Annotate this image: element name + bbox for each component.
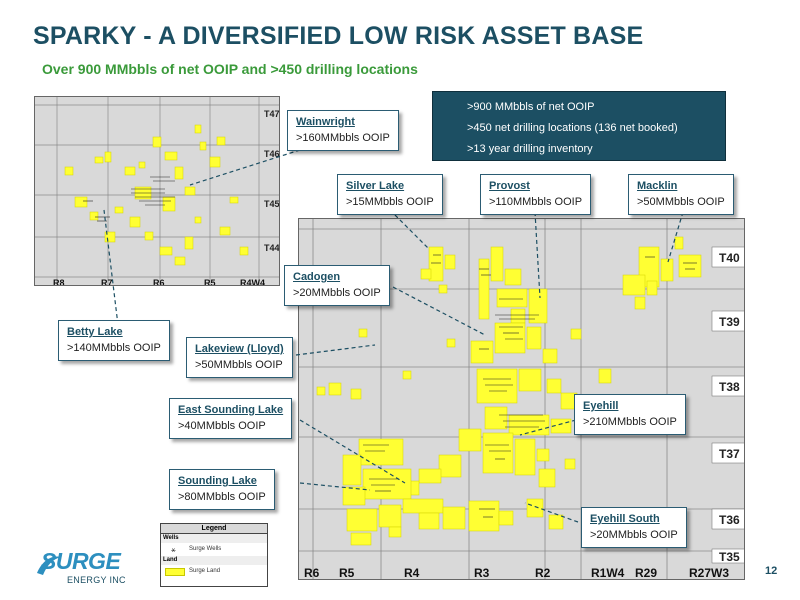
legend-row-wells: ⚹ Surge Wells bbox=[161, 543, 267, 556]
callout-name: Macklin bbox=[637, 180, 678, 192]
inset-township-t45: T45 bbox=[264, 199, 280, 209]
logo-subtext: ENERGY INC bbox=[67, 575, 126, 585]
main-range-r4: R4 bbox=[404, 566, 420, 580]
well-symbol-icon: ⚹ bbox=[171, 545, 176, 554]
callout-value: >80MMbbls OOIP bbox=[178, 491, 266, 503]
legend-label-land: Surge Land bbox=[189, 568, 221, 574]
summary-item: >900 MMbbls of net OOIP bbox=[467, 101, 595, 113]
callout-name: Lakeview (Lloyd) bbox=[195, 343, 284, 355]
callout-provost: Provost >110MMbbls OOIP bbox=[480, 174, 592, 215]
inset-township-t47: T47 bbox=[264, 109, 280, 119]
callout-betty-lake: Betty Lake >140MMbbls OOIP bbox=[58, 320, 170, 361]
callout-eyehill: Eyehill >210MMbbls OOIP bbox=[574, 394, 686, 435]
inset-range-r7: R7 bbox=[101, 278, 113, 286]
logo-wordmark: SURGE bbox=[41, 548, 121, 574]
land-swatch-icon bbox=[165, 568, 185, 576]
legend-label-wells: Surge Wells bbox=[189, 546, 222, 552]
inset-township-t46: T46 bbox=[264, 149, 280, 159]
callout-value: >20MMbbls OOIP bbox=[293, 287, 381, 299]
callout-name: Sounding Lake bbox=[178, 475, 257, 487]
callout-name: Betty Lake bbox=[67, 326, 123, 338]
main-range-r5: R5 bbox=[339, 566, 355, 580]
main-range-r27w3: R27W3 bbox=[689, 566, 730, 580]
callout-value: >15MMbbls OOIP bbox=[346, 196, 434, 208]
callout-name: Eyehill South bbox=[590, 513, 660, 525]
main-range-r6: R6 bbox=[304, 566, 320, 580]
main-township-t39: T39 bbox=[719, 315, 740, 329]
main-township-t38: T38 bbox=[719, 380, 740, 394]
callout-value: >210MMbbls OOIP bbox=[583, 416, 677, 428]
main-range-r3: R3 bbox=[474, 566, 490, 580]
main-range-r29: R29 bbox=[635, 566, 658, 580]
slide-title: SPARKY - A DIVERSIFIED LOW RISK ASSET BA… bbox=[33, 22, 644, 50]
callout-cadogen: Cadogen >20MMbbls OOIP bbox=[284, 265, 390, 306]
inset-map-canvas bbox=[35, 97, 279, 285]
summary-box: >900 MMbbls of net OOIP >450 net drillin… bbox=[432, 91, 726, 161]
callout-macklin: Macklin >50MMbbls OOIP bbox=[628, 174, 734, 215]
inset-range-r8: R8 bbox=[53, 278, 65, 286]
callout-value: >50MMbbls OOIP bbox=[195, 359, 283, 371]
callout-silver-lake: Silver Lake >15MMbbls OOIP bbox=[337, 174, 443, 215]
legend-title: Legend bbox=[161, 524, 267, 534]
callout-value: >110MMbbls OOIP bbox=[489, 196, 583, 208]
callout-value: >20MMbbls OOIP bbox=[590, 529, 678, 541]
inset-range-r6: R6 bbox=[153, 278, 165, 286]
legend-section-wells: Wells bbox=[161, 534, 267, 543]
inset-township-t44: T44 bbox=[264, 243, 280, 253]
callout-east-sounding-lake: East Sounding Lake >40MMbbls OOIP bbox=[169, 398, 293, 439]
inset-range-r5: R5 bbox=[204, 278, 216, 286]
main-township-t40: T40 bbox=[719, 251, 740, 265]
main-range-r1w4: R1W4 bbox=[591, 566, 625, 580]
surge-swoosh-icon bbox=[37, 556, 61, 575]
main-township-t36: T36 bbox=[719, 513, 740, 527]
callout-sounding-lake: Sounding Lake >80MMbbls OOIP bbox=[169, 469, 275, 510]
callout-value: >50MMbbls OOIP bbox=[637, 196, 725, 208]
callout-name: Eyehill bbox=[583, 400, 619, 412]
inset-range-r4w4: R4W4 bbox=[240, 278, 266, 286]
callout-value: >160MMbbls OOIP bbox=[296, 132, 390, 144]
slide-subtitle: Over 900 MMbbls of net OOIP and >450 dri… bbox=[42, 61, 418, 77]
legend-row-land: Surge Land bbox=[161, 565, 267, 578]
summary-item: >13 year drilling inventory bbox=[467, 143, 593, 155]
map-legend: Legend Wells ⚹ Surge Wells Land Surge La… bbox=[160, 523, 268, 587]
callout-value: >140MMbbls OOIP bbox=[67, 342, 161, 354]
callout-lakeview: Lakeview (Lloyd) >50MMbbls OOIP bbox=[186, 337, 293, 378]
callout-value: >40MMbbls OOIP bbox=[178, 420, 266, 432]
callout-wainwright: Wainwright >160MMbbls OOIP bbox=[287, 110, 399, 151]
page-number: 12 bbox=[765, 565, 778, 577]
callout-name: East Sounding Lake bbox=[178, 404, 284, 416]
callout-name: Wainwright bbox=[296, 116, 355, 128]
callout-eyehill-south: Eyehill South >20MMbbls OOIP bbox=[581, 507, 687, 548]
callout-name: Cadogen bbox=[293, 271, 341, 283]
main-township-t35: T35 bbox=[719, 550, 740, 564]
inset-map: T47 T46 T45 T44 R8 R7 R6 R5 R4W4 bbox=[34, 96, 280, 286]
company-logo: SURGE ENERGY INC bbox=[33, 548, 133, 592]
callout-name: Provost bbox=[489, 180, 530, 192]
callout-name: Silver Lake bbox=[346, 180, 405, 192]
summary-item: >450 net drilling locations (136 net boo… bbox=[467, 122, 678, 134]
legend-section-land: Land bbox=[161, 556, 267, 565]
main-township-t37: T37 bbox=[719, 447, 740, 461]
main-range-r2: R2 bbox=[535, 566, 551, 580]
